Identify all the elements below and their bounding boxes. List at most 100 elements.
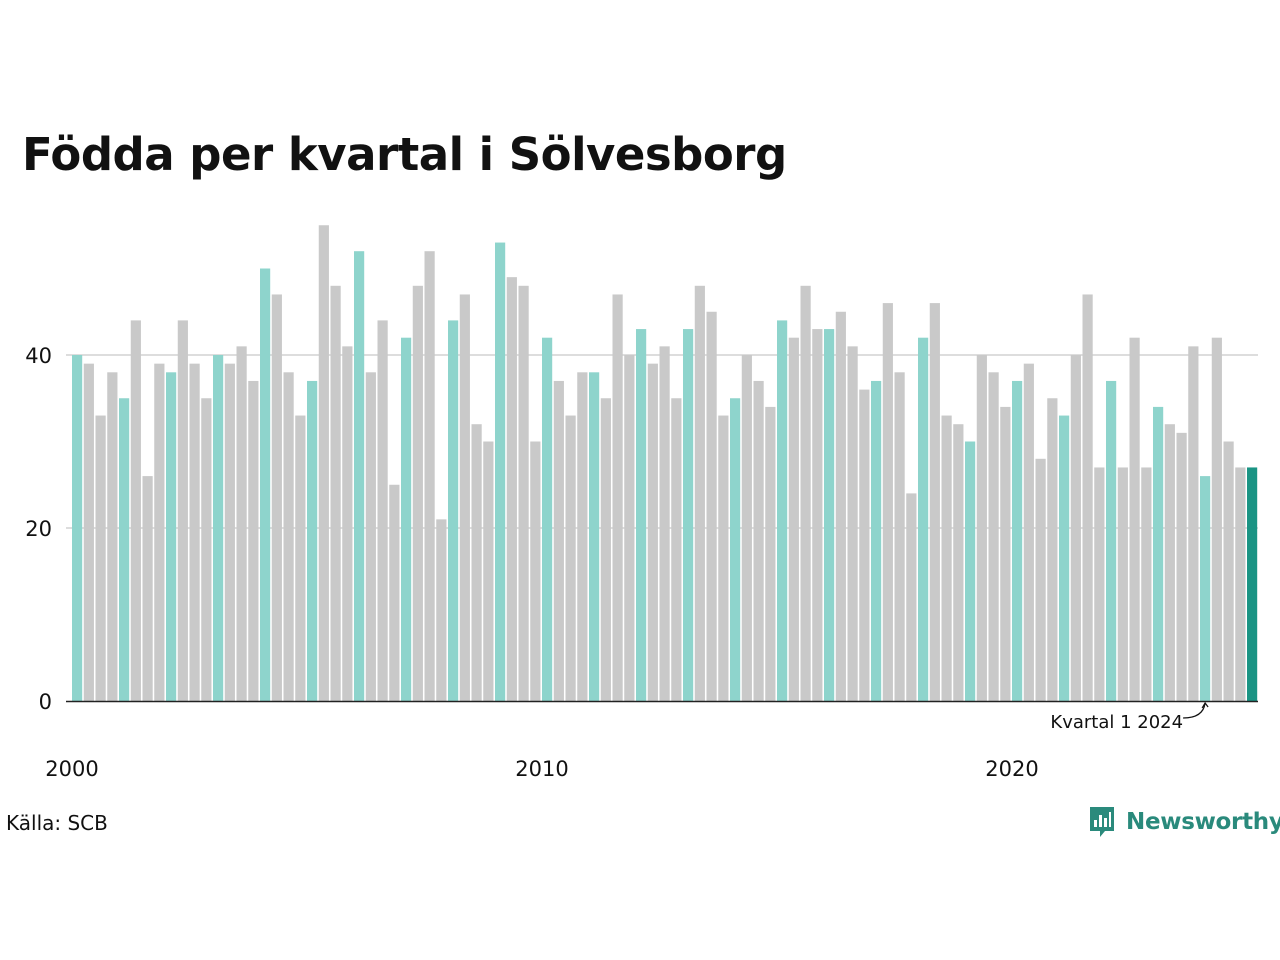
- bar-2002-q2: [177, 320, 188, 701]
- y-tick-label: 20: [25, 517, 52, 541]
- bar-2013-q1: [683, 329, 694, 701]
- bar-2001-q4: [154, 363, 165, 701]
- bar-2006-q3: [377, 320, 388, 701]
- bar-2004-q2: [271, 294, 282, 701]
- bar-2013-q2: [694, 285, 705, 701]
- bar-2016-q2: [835, 311, 846, 701]
- y-tick-labels: 0 20 40: [25, 344, 52, 714]
- bar-2010-q2: [553, 380, 564, 701]
- bar-2020-q2: [1023, 363, 1034, 701]
- bar-2018-q4: [953, 424, 964, 701]
- bar-2017-q4: [906, 493, 917, 701]
- bars: [72, 225, 1258, 702]
- bar-2005-q2: [318, 225, 329, 701]
- bar-2003-q2: [224, 363, 235, 701]
- bar-2019-q1: [965, 441, 976, 701]
- bar-2019-q4: [1000, 406, 1011, 701]
- bar-2024-q3: [1223, 441, 1234, 701]
- bar-2006-q4: [389, 484, 400, 701]
- bar-2003-q1: [213, 355, 224, 701]
- bar-2005-q1: [307, 380, 318, 701]
- bar-2017-q1: [871, 380, 882, 701]
- bar-2021-q2: [1070, 355, 1081, 701]
- bar-2021-q3: [1082, 294, 1093, 701]
- bar-2014-q4: [765, 406, 776, 701]
- bar-2024-q2: [1211, 337, 1222, 701]
- bar-2002-q4: [201, 398, 212, 701]
- bar-2009-q4: [530, 441, 541, 701]
- bar-2018-q2: [929, 303, 940, 701]
- bar-2020-q1: [1012, 380, 1023, 701]
- bar-2007-q3: [424, 251, 435, 701]
- x-tick-label: 2000: [45, 757, 98, 781]
- x-tick-labels: 2000 2010 2020: [45, 757, 1038, 781]
- bar-2022-q4: [1141, 467, 1152, 701]
- bar-2014-q1: [730, 398, 741, 701]
- bar-2009-q3: [518, 285, 529, 701]
- bar-2021-q1: [1059, 415, 1070, 701]
- bar-2022-q2: [1117, 467, 1128, 701]
- bar-2012-q2: [647, 363, 658, 701]
- bar-2004-q3: [283, 372, 294, 701]
- bar-2006-q1: [354, 251, 365, 701]
- bar-2001-q2: [130, 320, 141, 701]
- bar-2014-q3: [753, 380, 764, 701]
- bar-2016-q1: [824, 329, 835, 701]
- bar-2012-q4: [671, 398, 682, 701]
- x-tick-label: 2020: [985, 757, 1038, 781]
- bar-2000-q4: [107, 372, 118, 701]
- newsworthy-logo[interactable]: Newsworthy: [1088, 803, 1280, 841]
- bar-2019-q2: [976, 355, 987, 701]
- bar-2018-q1: [918, 337, 929, 701]
- bar-2024-q1: [1200, 476, 1211, 701]
- bar-2017-q3: [894, 372, 905, 701]
- bar-2016-q4: [859, 389, 870, 701]
- newsworthy-chart-bubble-icon: [1090, 807, 1114, 837]
- bar-2002-q1: [166, 372, 177, 701]
- bar-2000-q1: [72, 355, 83, 701]
- bar-2023-q3: [1176, 432, 1187, 701]
- bar-2001-q3: [142, 476, 153, 701]
- y-tick-label: 40: [25, 344, 52, 368]
- bar-2001-q1: [119, 398, 130, 701]
- bar-2005-q4: [342, 346, 353, 701]
- bar-2004-q4: [295, 415, 306, 701]
- bar-2024-q4: [1235, 467, 1246, 701]
- bar-2008-q3: [471, 424, 482, 701]
- bar-2015-q2: [788, 337, 799, 701]
- bar-2005-q3: [330, 285, 341, 701]
- annotation-label: Kvartal 1 2024: [1050, 712, 1183, 733]
- bar-2008-q2: [459, 294, 470, 701]
- source-note: Källa: SCB: [6, 811, 108, 835]
- bar-2022-q1: [1106, 380, 1117, 701]
- bar-2007-q1: [401, 337, 412, 701]
- bar-2016-q3: [847, 346, 858, 701]
- bar-2014-q2: [741, 355, 752, 701]
- bar-2022-q3: [1129, 337, 1140, 701]
- bar-2011-q1: [589, 372, 600, 701]
- bar-2006-q2: [365, 372, 376, 701]
- bar-2011-q3: [612, 294, 623, 701]
- bar-2009-q2: [506, 277, 517, 701]
- bar-2012-q3: [659, 346, 670, 701]
- bar-2011-q4: [624, 355, 635, 701]
- bar-2004-q1: [260, 268, 271, 701]
- bar-2010-q4: [577, 372, 588, 701]
- bar-2003-q3: [236, 346, 247, 701]
- bar-2017-q2: [882, 303, 893, 701]
- y-tick-label: 0: [39, 690, 52, 714]
- bar-2013-q4: [718, 415, 729, 701]
- bar-2015-q3: [800, 285, 811, 701]
- bar-2020-q4: [1047, 398, 1058, 701]
- newsworthy-wordmark: Newsworthy: [1126, 809, 1280, 835]
- bar-2000-q3: [95, 415, 106, 701]
- bar-2015-q1: [777, 320, 788, 701]
- bar-2003-q4: [248, 380, 259, 701]
- bar-2008-q4: [483, 441, 494, 701]
- bar-2021-q4: [1094, 467, 1105, 701]
- bar-2019-q3: [988, 372, 999, 701]
- bar-2020-q3: [1035, 458, 1046, 701]
- bar-2015-q4: [812, 329, 823, 701]
- bar-2013-q3: [706, 311, 717, 701]
- bar-2012-q1: [636, 329, 647, 701]
